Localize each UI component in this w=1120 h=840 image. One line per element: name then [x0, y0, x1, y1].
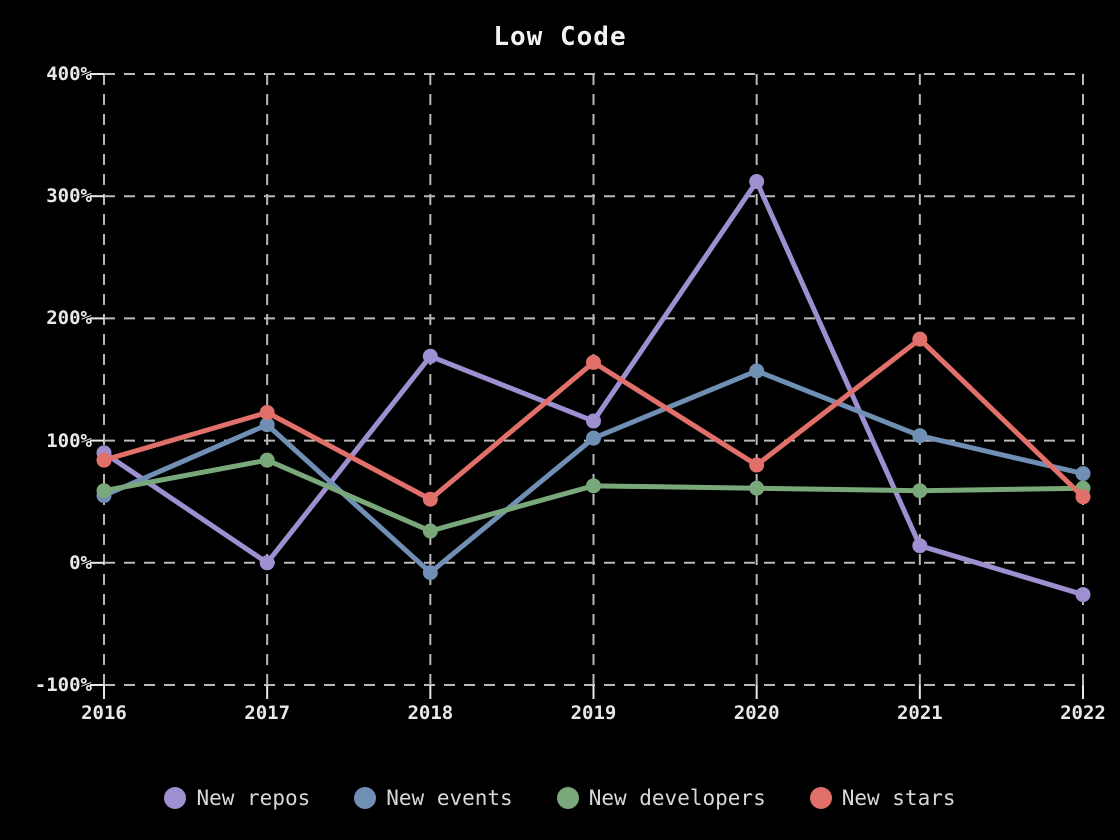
data-point-marker — [1075, 489, 1091, 505]
legend-label: New stars — [841, 786, 956, 810]
y-axis-label: 400% — [46, 63, 92, 85]
axis-ticks — [90, 73, 1084, 699]
legend-label: New repos — [196, 786, 311, 810]
legend-swatch-icon — [164, 787, 187, 809]
series-lines — [96, 174, 1091, 603]
legend-item[interactable]: New developers — [556, 786, 766, 810]
data-point-marker — [422, 491, 438, 507]
x-axis-label: 2020 — [733, 702, 780, 724]
data-point-marker — [422, 565, 438, 581]
legend-item[interactable]: New repos — [164, 786, 310, 810]
legend-swatch-icon — [354, 787, 377, 809]
legend-label: New events — [386, 786, 513, 810]
legend-label: New developers — [588, 786, 766, 810]
chart-title: Low Code — [493, 22, 627, 52]
data-point-marker — [912, 331, 928, 347]
data-point-marker — [586, 478, 601, 494]
data-point-marker — [749, 457, 765, 473]
data-point-marker — [586, 354, 601, 370]
data-point-marker — [749, 174, 765, 190]
y-axis-label: 300% — [46, 185, 92, 208]
data-point-marker — [749, 480, 765, 496]
x-axis-label: 2019 — [570, 702, 617, 724]
data-point-marker — [586, 430, 601, 446]
y-axis-label: 200% — [46, 307, 92, 330]
data-point-marker — [586, 413, 601, 429]
data-point-marker — [912, 428, 928, 444]
data-point-marker — [1075, 587, 1091, 603]
chart-legend: New repos New events New developers New sta… — [0, 786, 1120, 810]
x-axis-label: 2022 — [1060, 702, 1106, 724]
data-point-marker — [96, 483, 112, 499]
y-axis-label: 100% — [46, 429, 92, 452]
data-point-marker — [912, 483, 928, 499]
data-point-marker — [259, 404, 275, 420]
data-point-marker — [96, 452, 112, 468]
x-axis-label: 2016 — [81, 702, 127, 724]
data-point-marker — [749, 363, 765, 379]
data-point-marker — [1075, 466, 1091, 482]
x-axis-label: 2018 — [407, 702, 454, 724]
legend-item[interactable]: New stars — [809, 786, 956, 810]
legend-swatch-icon — [809, 787, 832, 809]
y-axis-label: -100% — [34, 674, 92, 696]
data-point-marker — [259, 555, 275, 571]
data-point-marker — [259, 452, 275, 468]
x-axis-label: 2021 — [896, 702, 943, 724]
data-point-marker — [259, 417, 275, 433]
data-point-marker — [422, 523, 438, 539]
y-axis-label: 0% — [69, 551, 92, 574]
legend-swatch-icon — [556, 787, 579, 809]
data-point-marker — [422, 348, 438, 364]
x-axis-label: 2017 — [244, 702, 291, 724]
legend-item[interactable]: New events — [354, 786, 513, 810]
grid-lines — [103, 73, 1084, 686]
data-point-marker — [912, 538, 928, 554]
